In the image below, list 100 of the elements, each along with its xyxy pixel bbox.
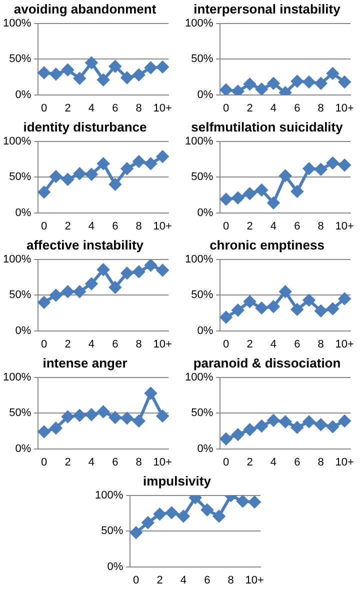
chart-title: interpersonal instability xyxy=(194,1,342,16)
x-tick-label: 10+ xyxy=(335,338,354,350)
point xyxy=(85,278,98,290)
point xyxy=(109,411,122,424)
x-tick-label: 2 xyxy=(246,102,253,114)
point xyxy=(144,387,157,400)
x-tick-label: 6 xyxy=(112,102,118,114)
x-tick-label: 0 xyxy=(132,574,140,586)
point xyxy=(326,302,339,315)
point xyxy=(256,302,268,314)
point xyxy=(132,266,145,278)
x-tick-label: 4 xyxy=(270,102,277,114)
x-tick-label: 6 xyxy=(112,220,118,232)
point xyxy=(121,72,134,84)
point xyxy=(132,68,145,81)
point xyxy=(326,420,339,433)
x-tick-label: 2 xyxy=(64,456,71,468)
x-tick-label: 6 xyxy=(204,574,210,586)
point xyxy=(154,508,166,520)
x-tick-label: 8 xyxy=(318,102,324,114)
x-tick-label: 10+ xyxy=(153,102,172,114)
x-tick-label: 10+ xyxy=(153,338,172,350)
point xyxy=(303,162,316,175)
point xyxy=(326,156,339,169)
chart-title: affective instability xyxy=(26,237,144,252)
x-tick-label: 0 xyxy=(40,220,48,232)
x-tick-label: 4 xyxy=(180,574,187,586)
y-tick-label: 0% xyxy=(197,442,214,455)
point xyxy=(144,158,157,170)
x-tick-label: 6 xyxy=(294,102,300,114)
x-tick-label: 4 xyxy=(270,456,277,468)
y-tick-label: 50% xyxy=(101,525,124,538)
point xyxy=(256,184,268,196)
y-tick-label: 0% xyxy=(197,206,214,219)
point xyxy=(166,506,178,519)
point xyxy=(121,412,134,424)
point xyxy=(121,267,134,280)
point xyxy=(74,409,86,422)
x-tick-label: 4 xyxy=(88,102,95,114)
point xyxy=(50,170,62,182)
x-tick-label: 6 xyxy=(112,338,118,350)
point xyxy=(156,61,169,74)
y-tick-label: 50% xyxy=(9,407,32,420)
point xyxy=(38,186,50,198)
y-tick-label: 100% xyxy=(2,136,32,148)
point xyxy=(62,64,74,76)
point xyxy=(236,496,249,508)
chart-title: intense anger xyxy=(42,355,128,370)
chart-title: selfmutilation suicidality xyxy=(191,119,344,134)
point xyxy=(314,163,327,176)
x-tick-label: 10+ xyxy=(335,102,354,114)
x-tick-label: 2 xyxy=(64,102,71,114)
y-tick-label: 50% xyxy=(191,53,214,66)
x-tick-label: 8 xyxy=(318,338,324,350)
point xyxy=(291,303,304,316)
point xyxy=(232,428,244,441)
point xyxy=(201,504,214,516)
point xyxy=(97,406,110,418)
point xyxy=(279,170,292,182)
x-tick-label: 8 xyxy=(228,574,234,586)
point xyxy=(38,296,50,308)
y-tick-label: 50% xyxy=(9,171,32,184)
x-tick-label: 4 xyxy=(88,456,95,468)
point xyxy=(314,304,327,317)
point xyxy=(213,510,226,522)
y-tick-label: 100% xyxy=(184,18,214,30)
point xyxy=(279,286,292,298)
y-tick-label: 100% xyxy=(2,372,32,384)
y-tick-label: 100% xyxy=(2,18,32,30)
point xyxy=(50,68,62,80)
x-tick-label: 10+ xyxy=(245,574,264,586)
y-tick-label: 100% xyxy=(2,254,32,266)
point xyxy=(156,150,169,163)
point xyxy=(97,74,110,86)
y-tick-label: 0% xyxy=(197,88,214,101)
y-tick-label: 50% xyxy=(191,171,214,184)
chart-title: identity disturbance xyxy=(23,119,147,134)
x-tick-label: 2 xyxy=(246,456,253,468)
x-tick-label: 0 xyxy=(40,338,48,350)
y-tick-label: 0% xyxy=(107,560,124,573)
point xyxy=(132,156,145,168)
point xyxy=(85,168,98,180)
point xyxy=(50,289,62,302)
y-tick-label: 50% xyxy=(9,53,32,66)
x-tick-label: 4 xyxy=(88,338,95,350)
x-tick-label: 0 xyxy=(40,102,48,114)
point xyxy=(267,196,280,209)
point xyxy=(232,192,244,204)
point xyxy=(85,408,98,421)
x-tick-label: 0 xyxy=(222,338,230,350)
y-tick-label: 0% xyxy=(15,442,32,455)
point xyxy=(177,510,190,522)
point xyxy=(338,415,351,428)
point xyxy=(62,173,74,186)
x-tick-label: 10+ xyxy=(153,220,172,232)
y-tick-label: 100% xyxy=(184,372,214,384)
point xyxy=(74,72,86,84)
y-tick-label: 100% xyxy=(94,490,124,502)
point xyxy=(62,410,74,423)
point xyxy=(130,526,142,539)
